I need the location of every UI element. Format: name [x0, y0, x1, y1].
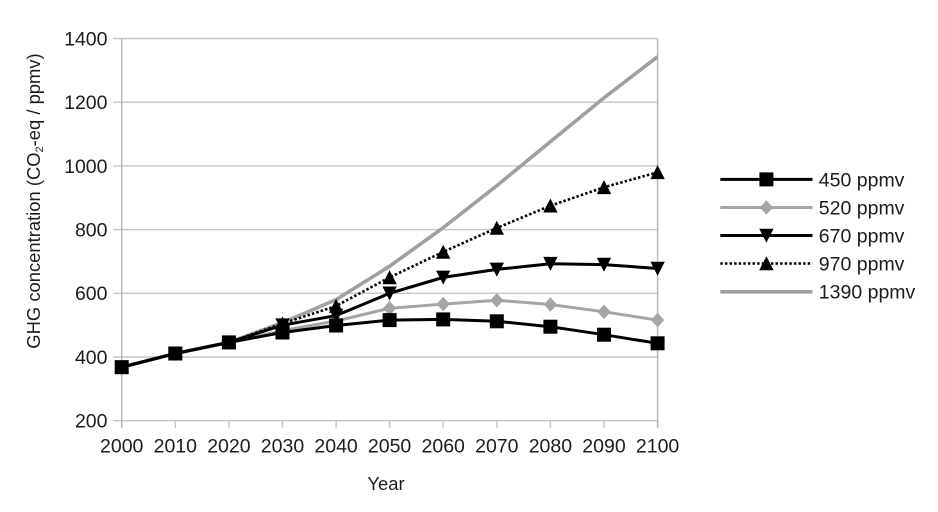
svg-text:2030: 2030: [261, 435, 305, 457]
svg-text:670 ppmv: 670 ppmv: [819, 225, 905, 247]
svg-text:200: 200: [75, 411, 108, 433]
svg-text:800: 800: [75, 220, 108, 242]
svg-text:450 ppmv: 450 ppmv: [819, 169, 905, 191]
svg-text:2080: 2080: [529, 435, 573, 457]
svg-text:2070: 2070: [475, 435, 519, 457]
svg-text:2050: 2050: [368, 435, 412, 457]
svg-text:2010: 2010: [154, 435, 198, 457]
svg-text:2040: 2040: [314, 435, 358, 457]
svg-text:2100: 2100: [636, 435, 680, 457]
svg-text:400: 400: [75, 347, 108, 369]
svg-text:Year: Year: [367, 473, 404, 494]
svg-text:2060: 2060: [422, 435, 466, 457]
svg-text:600: 600: [75, 283, 108, 305]
svg-text:GHG concentration (CO2-eq / pp: GHG concentration (CO2-eq / ppmv): [23, 53, 46, 348]
svg-text:2020: 2020: [207, 435, 251, 457]
svg-text:970 ppmv: 970 ppmv: [819, 253, 905, 275]
svg-text:1000: 1000: [64, 156, 108, 178]
svg-text:2000: 2000: [100, 435, 144, 457]
svg-text:2090: 2090: [582, 435, 626, 457]
svg-text:1400: 1400: [64, 28, 108, 50]
svg-text:1200: 1200: [64, 92, 108, 114]
svg-text:1390 ppmv: 1390 ppmv: [819, 282, 916, 304]
svg-text:520 ppmv: 520 ppmv: [819, 197, 905, 219]
